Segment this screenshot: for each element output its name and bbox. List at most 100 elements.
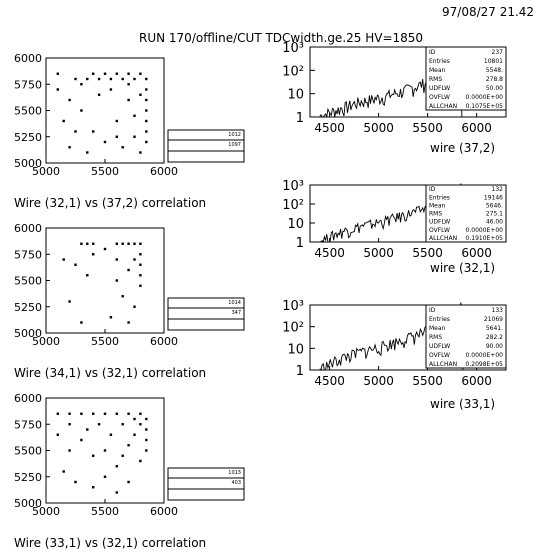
data-point — [115, 491, 118, 494]
data-point — [109, 88, 113, 91]
stats-label: UDFLW — [429, 343, 450, 350]
data-point — [115, 258, 118, 261]
stats-box — [425, 184, 507, 243]
stats-box — [425, 46, 507, 111]
stats-value: 282.2 — [486, 334, 503, 341]
stats-value: 0.0000E+00 — [466, 94, 504, 101]
y-tick-label: 10 — [287, 88, 304, 103]
data-point — [86, 428, 89, 431]
x-tick-label: 6000 — [461, 121, 492, 135]
data-point — [115, 135, 118, 138]
x-tick-label: 6000 — [150, 335, 178, 348]
data-point — [103, 140, 107, 144]
data-point — [133, 242, 136, 245]
data-point — [97, 423, 101, 426]
stats-label: ID — [429, 307, 436, 314]
data-point — [127, 444, 130, 447]
x-tick-label: 4500 — [314, 121, 345, 135]
data-point — [86, 151, 89, 154]
y-tick-label: 10 — [287, 342, 304, 357]
stats-label: UDFLW — [429, 85, 450, 92]
y-tick-label: 1 — [296, 364, 304, 379]
histogram-curve — [319, 302, 506, 371]
data-point — [92, 242, 95, 245]
x-tick-label: 5500 — [412, 246, 443, 260]
stats-value: 0.2098E+05 — [466, 361, 504, 368]
data-point — [145, 98, 148, 102]
data-point — [68, 412, 71, 415]
y-tick-label: 10 — [287, 217, 304, 232]
y-tick-label: 10³ — [282, 179, 304, 194]
stats-label: ALLCHAN — [429, 235, 457, 242]
y-tick-label: 5750 — [14, 418, 42, 431]
y-tick-label: 5250 — [14, 471, 42, 484]
stats-label: OVFLW — [429, 94, 450, 101]
y-tick-label: 5750 — [14, 248, 42, 261]
stats-label: Mean — [429, 202, 446, 209]
x-tick-label: 5000 — [363, 246, 394, 260]
data-point — [92, 454, 95, 457]
data-point — [109, 77, 113, 81]
data-point — [80, 109, 83, 112]
data-point — [139, 93, 142, 96]
stats-label: Entries — [429, 316, 450, 323]
stats-box — [425, 304, 507, 369]
histogram-curve — [319, 49, 506, 118]
histogram-plot-1: 1 10 10² 10³ 4500 5000 5500 6000 ID 237 Entries 108… — [282, 41, 507, 155]
stats-label: RMS — [429, 211, 442, 218]
stats-label: Mean — [429, 325, 446, 332]
data-point — [145, 109, 148, 112]
stats-value: 90.00 — [486, 343, 503, 350]
y-tick-label: 6000 — [14, 392, 42, 405]
data-point — [62, 119, 65, 123]
data-point — [145, 438, 148, 442]
data-point — [56, 88, 59, 91]
data-point — [74, 77, 77, 81]
stats-value: 0.1910E+05 — [466, 235, 504, 242]
data-point — [145, 77, 148, 81]
data-point — [139, 274, 142, 277]
data-point — [121, 295, 124, 298]
y-tick-label: 5500 — [14, 105, 42, 118]
x-tick-label: 5500 — [412, 121, 443, 135]
y-tick-label: 10² — [282, 321, 304, 336]
stats-value: 10801 — [484, 58, 503, 65]
stats-value: 237 — [492, 49, 504, 56]
data-point — [139, 459, 142, 463]
stats-value: 5646. — [486, 202, 503, 209]
data-point — [103, 475, 107, 478]
data-point — [133, 135, 136, 138]
data-point — [121, 454, 124, 457]
data-point — [74, 130, 77, 133]
data-point — [145, 119, 148, 123]
stats-label: RMS — [429, 334, 442, 341]
data-point — [86, 242, 89, 245]
stats-id: 1012 — [228, 132, 241, 138]
stats-label: ALLCHAN — [429, 103, 457, 110]
data-point — [133, 417, 136, 421]
data-point — [121, 146, 124, 149]
stats-value: 0.0000E+00 — [466, 227, 504, 234]
stats-label: ID — [429, 49, 436, 56]
data-point — [97, 93, 101, 96]
data-point — [109, 433, 113, 436]
data-point — [139, 72, 142, 75]
y-tick-label: 1 — [296, 236, 304, 251]
data-point — [103, 449, 107, 452]
stats-value: 50.00 — [486, 85, 503, 92]
stats-label: OVFLW — [429, 227, 450, 234]
data-point — [127, 321, 130, 324]
y-tick-label: 10² — [282, 64, 304, 79]
data-point — [86, 77, 89, 81]
histogram-plot-2: 1 10 10² 10³ 4500 5000 5500 6000 ID 132 Entries 191… — [282, 179, 507, 275]
timestamp: 97/08/27 21.42 — [442, 5, 535, 19]
x-tick-label: 4500 — [314, 374, 345, 388]
data-point — [109, 316, 113, 319]
data-point — [92, 72, 95, 75]
data-point — [139, 284, 142, 287]
y-tick-label: 5250 — [14, 301, 42, 314]
stats-entries: 347 — [231, 310, 241, 316]
stats-label: ID — [429, 186, 436, 193]
stats-value: 5548. — [486, 67, 503, 74]
